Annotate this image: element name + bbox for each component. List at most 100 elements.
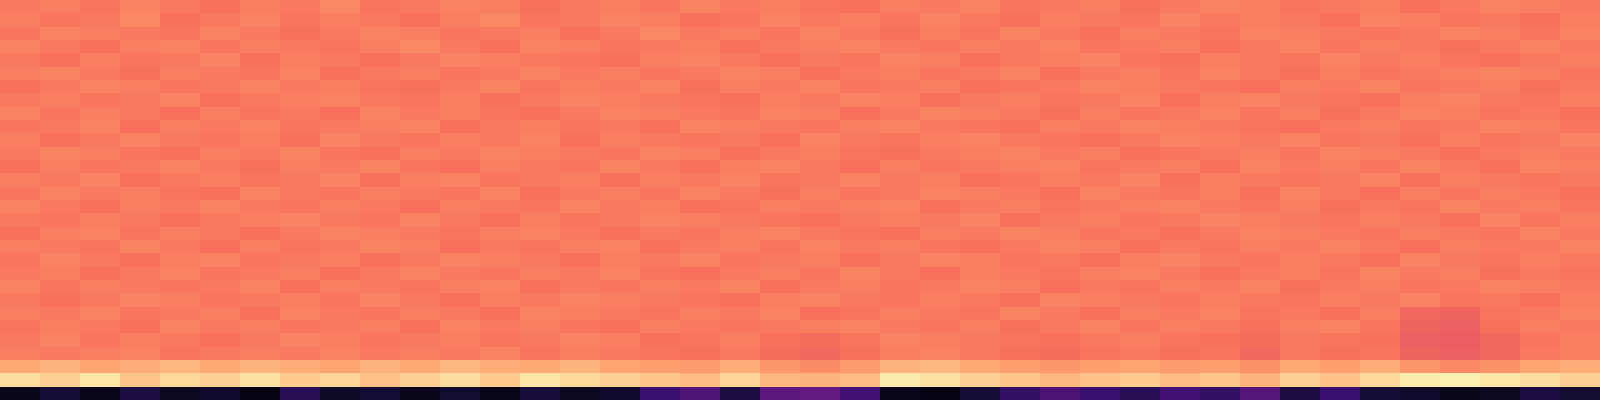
heatmap-cell (320, 160, 361, 174)
heatmap-cell (680, 213, 721, 227)
heatmap-cell (440, 80, 481, 94)
heatmap-cell (600, 80, 641, 94)
heatmap-cell (320, 27, 361, 41)
heatmap-cell (1280, 213, 1321, 227)
heatmap-cell (1040, 133, 1081, 147)
heatmap-cell (0, 93, 41, 107)
heatmap-cell (1160, 347, 1201, 361)
heatmap-cell (0, 133, 41, 147)
heatmap-cell (360, 93, 401, 107)
heatmap-cell (1320, 227, 1361, 241)
heatmap-cell (640, 267, 681, 281)
heatmap-cell (520, 107, 561, 121)
heatmap-cell (1080, 280, 1121, 294)
heatmap-cell (1440, 147, 1481, 161)
heatmap-cell (1480, 160, 1521, 174)
heatmap-cell (600, 227, 641, 241)
heatmap-cell (720, 373, 761, 387)
heatmap-cell (1480, 120, 1521, 134)
heatmap-cell (1200, 67, 1241, 81)
heatmap-cell (1160, 200, 1201, 214)
heatmap-cell (1280, 253, 1321, 267)
heatmap-cell (0, 107, 41, 121)
heatmap-cell (520, 333, 561, 347)
heatmap-cell (120, 187, 161, 201)
heatmap-cell (440, 0, 481, 14)
heatmap-cell (1080, 240, 1121, 254)
heatmap-cell (360, 133, 401, 147)
heatmap-cell (320, 200, 361, 214)
heatmap-cell (1280, 53, 1321, 67)
heatmap-cell (240, 27, 281, 41)
heatmap-cell (0, 240, 41, 254)
heatmap-cell (1080, 320, 1121, 334)
heatmap-cell (1520, 240, 1561, 254)
heatmap-cell (360, 293, 401, 307)
heatmap-cell (920, 320, 961, 334)
heatmap-cell (600, 93, 641, 107)
heatmap-cell (800, 80, 841, 94)
heatmap-cell (1040, 120, 1081, 134)
heatmap-cell (400, 147, 441, 161)
heatmap-cell (280, 227, 321, 241)
heatmap-cell (1120, 307, 1161, 321)
heatmap-cell (1000, 373, 1041, 387)
heatmap-cell (1120, 67, 1161, 81)
heatmap-cell (800, 0, 841, 14)
heatmap-cell (1320, 373, 1361, 387)
heatmap-cell (240, 107, 281, 121)
heatmap-cell (880, 360, 921, 374)
heatmap-cell (840, 80, 881, 94)
heatmap-cell (120, 160, 161, 174)
heatmap-cell (1240, 373, 1281, 387)
heatmap-cell (1160, 120, 1201, 134)
heatmap-cell (1280, 147, 1321, 161)
heatmap-cell (40, 120, 81, 134)
heatmap-cell (720, 133, 761, 147)
heatmap-cell (400, 360, 441, 374)
heatmap-cell (440, 320, 481, 334)
heatmap-cell (1520, 147, 1561, 161)
heatmap-cell (880, 280, 921, 294)
heatmap-cell (1040, 347, 1081, 361)
heatmap-cell (240, 0, 281, 14)
heatmap-cell (1280, 93, 1321, 107)
heatmap-cell (560, 373, 601, 387)
heatmap-cell (1520, 173, 1561, 187)
heatmap-cell (1360, 80, 1401, 94)
heatmap-cell (1360, 267, 1401, 281)
heatmap-cell (1200, 360, 1241, 374)
heatmap-cell (120, 307, 161, 321)
heatmap-cell (1520, 53, 1561, 67)
heatmap-cell (200, 93, 241, 107)
heatmap-cell (40, 307, 81, 321)
heatmap-cell (960, 320, 1001, 334)
heatmap-cell (920, 373, 961, 387)
heatmap-cell (1040, 213, 1081, 227)
heatmap-cell (1360, 173, 1401, 187)
heatmap-cell (1480, 373, 1521, 387)
heatmap-cell (960, 13, 1001, 27)
heatmap-cell (1360, 320, 1401, 334)
heatmap-cell (80, 200, 121, 214)
heatmap-cell (1560, 320, 1600, 334)
heatmap-cell (0, 80, 41, 94)
heatmap-cell (880, 93, 921, 107)
heatmap-cell (720, 120, 761, 134)
heatmap-cell (1160, 253, 1201, 267)
heatmap-cell (240, 200, 281, 214)
heatmap-cell (1560, 160, 1600, 174)
heatmap-cell (960, 227, 1001, 241)
heatmap-cell (1320, 40, 1361, 54)
heatmap-cell (1240, 347, 1281, 361)
heatmap-cell (400, 67, 441, 81)
heatmap-cell (280, 67, 321, 81)
heatmap-cell (1000, 187, 1041, 201)
heatmap-cell (440, 360, 481, 374)
heatmap-cell (280, 293, 321, 307)
heatmap-cell (800, 253, 841, 267)
heatmap-cell (480, 387, 521, 400)
heatmap-cell (1200, 107, 1241, 121)
heatmap-cell (760, 227, 801, 241)
heatmap-cell (80, 240, 121, 254)
